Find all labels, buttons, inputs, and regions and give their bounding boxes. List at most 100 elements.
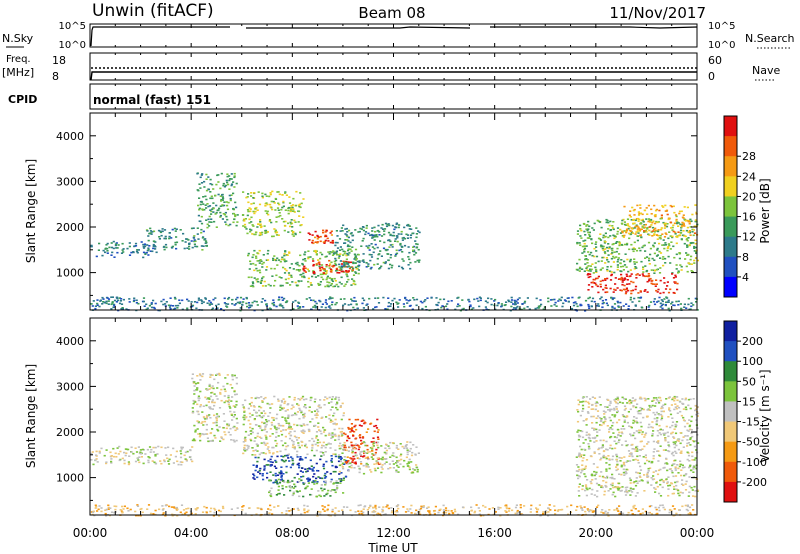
velocity-cell xyxy=(614,398,617,400)
power-cell xyxy=(377,302,381,304)
velocity-cell xyxy=(262,452,265,454)
velocity-cell xyxy=(477,507,480,509)
power-cell xyxy=(579,228,582,230)
velocity-cell xyxy=(608,410,612,412)
power-cell xyxy=(256,304,259,306)
power-cell xyxy=(265,266,269,268)
power-cell xyxy=(275,305,278,308)
power-cell xyxy=(681,234,684,237)
velocity-cell xyxy=(637,412,640,415)
velocity-cell xyxy=(612,432,615,434)
velocity-cell xyxy=(670,404,673,406)
velocity-cell xyxy=(390,507,393,509)
power-cell xyxy=(583,247,587,250)
power-cell xyxy=(155,251,158,254)
velocity-cell xyxy=(595,506,599,508)
velocity-cell xyxy=(90,459,93,461)
velocity-cell xyxy=(226,424,229,427)
power-cell xyxy=(251,284,254,287)
velocity-cell xyxy=(689,438,692,441)
power-cell xyxy=(251,256,254,259)
power-cell xyxy=(613,303,617,305)
velocity-cell xyxy=(606,476,609,479)
velocity-cell xyxy=(666,481,669,483)
velocity-cell xyxy=(549,509,552,511)
velocity-cell xyxy=(608,416,611,419)
power-cell xyxy=(230,184,233,187)
power-cell xyxy=(143,305,146,307)
power-cell xyxy=(661,244,664,246)
power-cell xyxy=(373,239,376,241)
velocity-cell xyxy=(331,508,334,511)
velocity-cell xyxy=(243,410,246,412)
power-cell xyxy=(417,248,420,251)
power-cell xyxy=(659,292,662,295)
power-cell xyxy=(334,262,337,265)
power-cell xyxy=(604,278,607,280)
velocity-cell xyxy=(673,395,676,398)
power-cell xyxy=(344,263,347,265)
velocity-cell xyxy=(260,452,263,454)
power-cell xyxy=(281,206,284,209)
velocity-cell xyxy=(347,426,350,429)
power-cell xyxy=(470,308,473,311)
power-cell xyxy=(676,288,679,291)
velocity-cell xyxy=(302,398,306,401)
power-cell xyxy=(351,300,354,302)
velocity-cell xyxy=(215,419,218,422)
power-cell xyxy=(589,268,592,271)
power-cell xyxy=(591,263,594,265)
power-colorbar-swatch xyxy=(724,136,737,157)
power-cell xyxy=(137,302,140,305)
velocity-cell xyxy=(282,473,285,475)
velocity-cell xyxy=(241,506,244,508)
power-cell xyxy=(580,237,583,239)
power-cell xyxy=(695,211,698,214)
velocity-cell xyxy=(396,460,399,462)
velocity-cell xyxy=(112,455,115,458)
power-cell xyxy=(281,218,284,220)
velocity-cell xyxy=(261,400,264,402)
power-cell xyxy=(259,223,262,226)
power-cell xyxy=(292,308,295,310)
velocity-cell xyxy=(412,468,415,470)
velocity-cell xyxy=(366,463,369,466)
power-cell xyxy=(616,264,619,266)
velocity-cell xyxy=(203,420,207,423)
velocity-cell xyxy=(678,438,681,441)
velocity-cell xyxy=(331,396,334,398)
power-cell xyxy=(267,308,270,311)
velocity-cell xyxy=(351,430,354,432)
power-cell xyxy=(197,238,200,240)
velocity-cell xyxy=(372,454,375,456)
power-cell xyxy=(254,210,257,213)
power-cell xyxy=(318,267,322,269)
velocity-cell xyxy=(691,459,694,461)
velocity-cell xyxy=(244,440,247,442)
power-cell xyxy=(297,204,300,207)
velocity-cell xyxy=(192,411,195,414)
power-cell xyxy=(672,230,675,233)
power-cell xyxy=(662,239,665,241)
power-cell xyxy=(354,262,357,264)
velocity-cell xyxy=(613,440,616,442)
power-cell xyxy=(690,270,693,272)
power-cell xyxy=(274,230,277,233)
power-cell xyxy=(146,307,149,310)
power-cell xyxy=(386,248,389,251)
power-cell xyxy=(587,297,590,300)
velocity-cell xyxy=(626,460,629,462)
velocity-cell xyxy=(235,427,238,429)
velocity-cell xyxy=(554,513,557,515)
power-cell xyxy=(618,244,621,247)
power-cell xyxy=(224,184,228,187)
power-cell xyxy=(607,236,610,239)
power-cell xyxy=(602,288,605,291)
power-colorbar-swatch xyxy=(724,176,737,197)
velocity-cell xyxy=(248,412,251,415)
velocity-cell xyxy=(358,468,362,471)
power-cell xyxy=(248,306,251,309)
velocity-cell xyxy=(376,513,379,515)
power-cell xyxy=(633,267,636,270)
